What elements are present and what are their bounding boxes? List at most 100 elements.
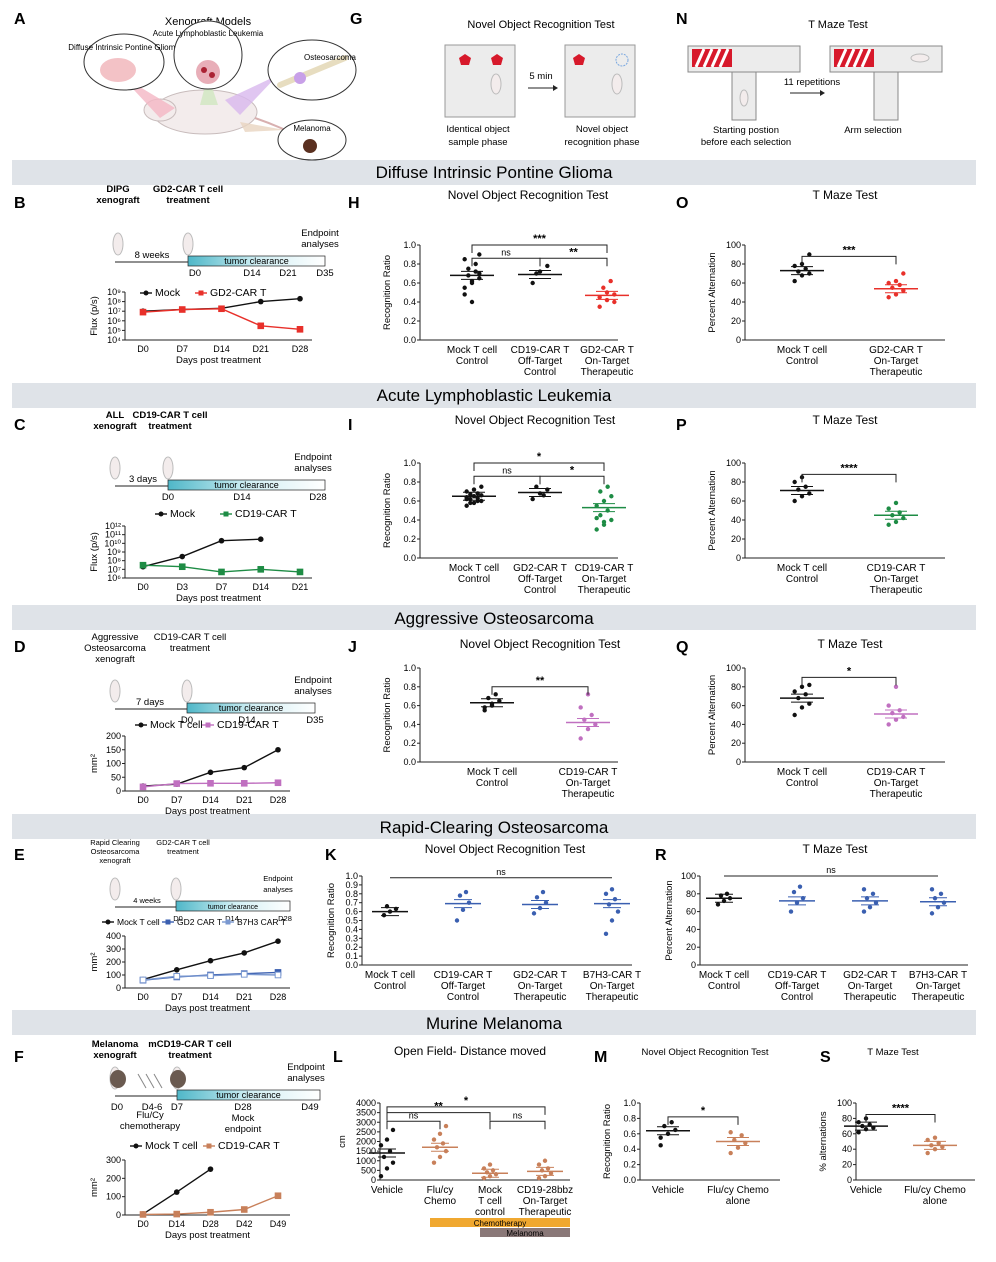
y-axis-label: mm² — [89, 754, 100, 773]
data-point — [207, 957, 214, 964]
legend-entry: CD19-CAR T — [235, 508, 297, 520]
timeline-tick-d28: D28 — [278, 914, 292, 923]
y-tick-label: 100 — [681, 871, 696, 881]
y-tick-label: 0.1 — [345, 951, 358, 961]
y-tick-label: 10⁹ — [107, 547, 121, 557]
x-tick-label: D14 — [168, 1219, 185, 1229]
model-mel-label: Melanoma — [293, 124, 331, 133]
significance-label: ns — [826, 865, 836, 875]
data-point — [658, 1143, 663, 1148]
y-tick-label: 100 — [837, 1098, 852, 1108]
group-label: Therapeutic — [844, 992, 897, 1003]
y-axis-label: Recognition Ratio — [602, 1104, 613, 1179]
scatter-chart-r: R T Maze Test 0 20 40 60 80 100 Percent Alternat… — [655, 842, 968, 1003]
timeline-label-treatment: treatment — [166, 195, 210, 206]
y-tick-label: 80 — [731, 477, 741, 487]
data-point — [609, 494, 614, 499]
data-point — [861, 887, 867, 892]
panel-n-left-caption-1: Starting postion — [713, 125, 779, 136]
group-label: Control — [708, 981, 740, 992]
legend-marker — [133, 1143, 139, 1149]
timeline-label-xenograft: Rapid Clearing — [90, 838, 140, 847]
y-tick-label: 40 — [842, 1144, 852, 1154]
data-point — [296, 568, 304, 576]
panel-letter-k: K — [325, 847, 337, 864]
mouse-icon — [162, 456, 174, 480]
timeline-label-xenograft: xenograft — [96, 195, 140, 206]
panel-g-arrow-label: 5 min — [529, 71, 552, 82]
significance-bracket: ns — [489, 1110, 546, 1130]
data-point — [594, 527, 599, 532]
y-axis-label: % alternations — [818, 1111, 829, 1171]
data-point — [297, 295, 303, 302]
data-point — [473, 261, 478, 267]
panel-n-arrow-label: 11 repetitions — [784, 77, 841, 88]
bone-icon — [277, 55, 348, 88]
group-label: Flu/cy Chemo — [707, 1185, 769, 1196]
timeline-gap-label: 7 days — [136, 697, 164, 708]
y-tick-label: 10⁶ — [107, 316, 121, 326]
y-tick-label: 0.8 — [623, 1113, 636, 1123]
treatment-bar — [480, 1228, 570, 1237]
y-tick-label: 1.0 — [403, 663, 416, 673]
group-label: T cell — [478, 1196, 502, 1207]
y-tick-label: 0 — [116, 983, 121, 993]
data-point — [475, 498, 480, 504]
timeline-gap-label: 8 weeks — [135, 250, 170, 261]
y-tick-label: 60 — [731, 278, 741, 288]
data-point — [240, 971, 248, 978]
y-tick-label: 3000 — [356, 1117, 376, 1127]
data-point — [792, 278, 797, 284]
timeline-label-xenograft: Aggressive — [92, 632, 139, 643]
arena-recognition-phase — [564, 44, 636, 118]
tumor-os-icon — [294, 72, 306, 84]
legend-marker — [105, 919, 111, 925]
panel-letter-s: S — [820, 1049, 831, 1066]
mouse-icon — [611, 73, 623, 95]
y-axis-label: Percent Alternation — [707, 252, 718, 332]
data-point — [468, 492, 473, 497]
data-point — [493, 692, 498, 697]
group-label: Mock T cell — [777, 345, 827, 356]
data-point — [605, 484, 610, 489]
x-tick-label: D28 — [292, 344, 309, 354]
os-beam-icon — [225, 75, 278, 115]
data-point — [609, 517, 614, 523]
data-point — [788, 909, 794, 914]
data-point — [240, 1206, 248, 1213]
legend-entry: B7H3 CAR T — [237, 917, 286, 927]
group-label: Mock T cell — [467, 767, 517, 778]
y-tick-label: 100 — [726, 458, 741, 468]
syringe-icon — [145, 1073, 155, 1089]
y-axis-label: Recognition Ratio — [382, 255, 393, 330]
significance-bracket: * — [539, 464, 605, 485]
x-tick-label: D21 — [236, 992, 253, 1002]
group-label: CD19-CAR T — [575, 563, 634, 574]
timeline-tick-d49: D49 — [301, 1102, 318, 1113]
group-label: Therapeutic — [578, 585, 631, 596]
data-point — [669, 1120, 674, 1125]
y-tick-label: 0 — [116, 1210, 121, 1220]
y-tick-label: 0 — [371, 1175, 376, 1185]
y-tick-label: 10¹⁰ — [104, 538, 121, 548]
bracket-line — [386, 1120, 441, 1130]
model-all-label: Acute Lymphoblastic Leukemia — [153, 29, 264, 38]
timeline-label-treatment: CD19-CAR T cell — [154, 632, 227, 643]
data-point — [608, 278, 613, 284]
y-axis-label: Flux (p/s) — [89, 296, 100, 336]
legend-marker — [206, 1143, 212, 1149]
y-axis-label: Recognition Ratio — [382, 473, 393, 548]
significance-bracket: ns — [724, 865, 938, 877]
bracket-line — [473, 462, 605, 471]
data-point — [241, 764, 248, 771]
y-tick-label: 100 — [106, 759, 121, 769]
y-tick-label: 0.0 — [403, 553, 416, 563]
data-point — [471, 500, 477, 506]
mouse-icon — [109, 679, 121, 703]
